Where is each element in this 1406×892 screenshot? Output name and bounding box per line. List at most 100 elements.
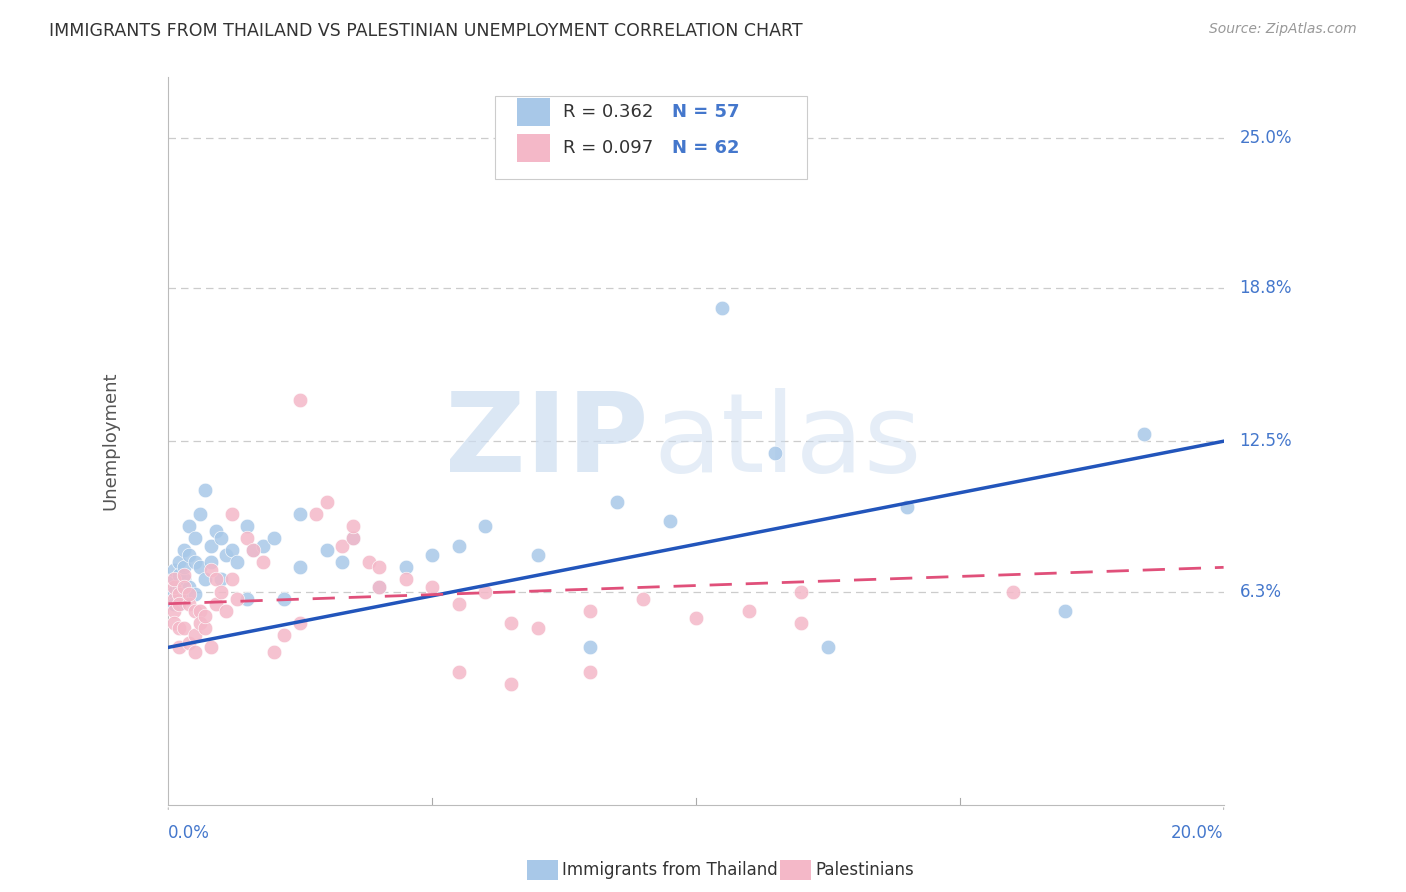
Point (173, 567, 195, 582)
Point (1054, 604, 1077, 618)
Point (183, 587, 205, 601)
Point (420, 548, 443, 562)
Point (183, 645, 205, 659)
Point (474, 584, 496, 599)
Point (173, 543, 195, 558)
Point (162, 573, 184, 587)
Text: R = 0.362: R = 0.362 (562, 103, 654, 121)
Text: 12.5%: 12.5% (1240, 433, 1292, 450)
Point (501, 677, 523, 691)
Point (204, 573, 226, 587)
Point (368, 560, 391, 574)
Point (167, 556, 190, 570)
Text: IMMIGRANTS FROM THAILAND VS PALESTINIAN UNEMPLOYMENT CORRELATION CHART: IMMIGRANTS FROM THAILAND VS PALESTINIAN … (49, 22, 803, 40)
Point (263, 531, 285, 545)
Point (342, 531, 364, 545)
Point (631, 591, 654, 606)
Text: 6.3%: 6.3% (1240, 582, 1281, 600)
Point (188, 507, 211, 521)
Point (183, 628, 205, 642)
Point (606, 495, 628, 509)
Point (173, 591, 195, 606)
Point (685, 611, 707, 625)
Point (273, 591, 295, 606)
Point (447, 665, 470, 679)
Point (368, 580, 391, 594)
Point (162, 604, 184, 618)
Point (896, 500, 918, 514)
Point (173, 560, 195, 574)
Point (162, 580, 184, 594)
Point (236, 519, 259, 533)
Point (526, 621, 548, 635)
Point (179, 635, 201, 649)
Point (252, 556, 274, 570)
Point (290, 507, 312, 521)
Point (242, 543, 264, 558)
Point (215, 548, 238, 562)
Point (1133, 426, 1156, 441)
Point (167, 597, 190, 611)
Point (332, 556, 354, 570)
Point (209, 573, 232, 587)
Point (173, 573, 195, 587)
Point (162, 597, 184, 611)
Point (188, 560, 211, 574)
Point (315, 495, 337, 509)
Point (342, 531, 364, 545)
Point (221, 543, 243, 558)
Point (179, 548, 201, 562)
Point (236, 531, 259, 545)
Text: Immigrants from Thailand: Immigrants from Thailand (562, 861, 778, 879)
Point (194, 573, 217, 587)
Point (658, 514, 681, 528)
Point (167, 587, 190, 601)
Point (395, 560, 418, 574)
Point (579, 604, 602, 618)
Point (173, 621, 195, 635)
Text: ZIP: ZIP (446, 388, 648, 495)
Text: 0.0%: 0.0% (169, 824, 209, 842)
Point (200, 640, 222, 655)
Point (204, 597, 226, 611)
Point (290, 560, 312, 574)
Point (305, 507, 328, 521)
Point (183, 604, 205, 618)
Point (188, 604, 211, 618)
Point (162, 591, 184, 606)
Point (162, 584, 184, 599)
Point (194, 608, 217, 623)
Point (188, 616, 211, 631)
Point (290, 616, 312, 631)
Point (167, 567, 190, 582)
Text: 25.0%: 25.0% (1240, 129, 1292, 147)
Point (1001, 584, 1024, 599)
Text: Source: ZipAtlas.com: Source: ZipAtlas.com (1209, 22, 1357, 37)
Point (179, 580, 201, 594)
Point (332, 539, 354, 553)
Point (790, 616, 813, 631)
Point (200, 556, 222, 570)
Point (221, 573, 243, 587)
Point (162, 563, 184, 577)
Point (342, 519, 364, 533)
Point (526, 548, 548, 562)
Point (236, 591, 259, 606)
Point (167, 621, 190, 635)
Point (738, 604, 761, 618)
Point (173, 580, 195, 594)
Point (209, 584, 232, 599)
Text: Unemployment: Unemployment (101, 372, 120, 510)
Point (179, 519, 201, 533)
Point (579, 640, 602, 655)
Point (252, 539, 274, 553)
Text: Palestinians: Palestinians (815, 861, 914, 879)
FancyBboxPatch shape (516, 135, 550, 162)
Point (474, 519, 496, 533)
Point (501, 616, 523, 631)
Point (167, 580, 190, 594)
Point (209, 531, 232, 545)
Point (447, 539, 470, 553)
Point (357, 556, 380, 570)
Point (167, 640, 190, 655)
